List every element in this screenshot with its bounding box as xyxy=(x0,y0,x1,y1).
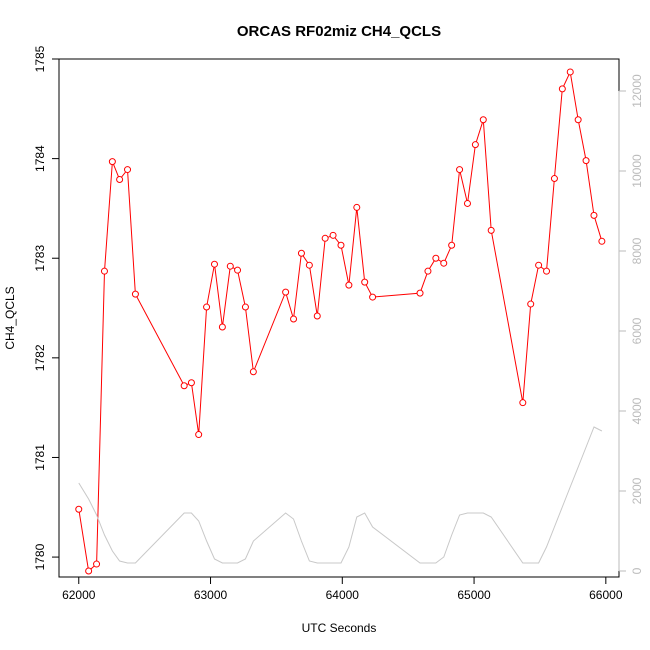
y-tick-label-left: 1784 xyxy=(33,145,47,172)
plot-frame xyxy=(58,58,620,578)
data-point xyxy=(543,267,551,275)
data-point xyxy=(187,379,195,387)
y-tick-label-right: 6000 xyxy=(630,317,644,344)
data-point xyxy=(416,289,424,297)
data-point xyxy=(519,399,527,407)
y-tick-label-right: 2000 xyxy=(630,477,644,504)
series-layer xyxy=(75,68,606,575)
data-point xyxy=(210,260,218,268)
y-tick-label-right: 8000 xyxy=(630,237,644,264)
data-point xyxy=(321,234,329,242)
y-tick-label-left: 1780 xyxy=(33,543,47,570)
data-point xyxy=(297,249,305,257)
y-axis-right: 0 2000 4000 6000 8000 10000 12000 xyxy=(618,74,644,574)
data-point xyxy=(116,176,124,184)
x-tick-label: 66000 xyxy=(589,588,623,602)
y-axis-left: 1780 1781 1782 1783 1784 1785 xyxy=(33,45,60,570)
data-point xyxy=(448,241,456,249)
data-point xyxy=(305,261,313,269)
data-point xyxy=(124,166,132,174)
data-point xyxy=(195,431,203,439)
data-point xyxy=(574,116,582,124)
data-point xyxy=(290,315,298,323)
data-point xyxy=(203,303,211,311)
data-point xyxy=(282,288,290,296)
data-point xyxy=(550,175,558,183)
data-point xyxy=(218,323,226,331)
data-point xyxy=(463,199,471,207)
data-point xyxy=(226,262,234,270)
y-tick-label-left: 1782 xyxy=(33,344,47,371)
data-point xyxy=(361,278,369,286)
data-point xyxy=(93,560,101,568)
data-point xyxy=(369,293,377,301)
data-point xyxy=(313,312,321,320)
data-point xyxy=(234,266,242,274)
x-axis: 62000 63000 64000 65000 66000 xyxy=(62,576,623,602)
data-point xyxy=(566,68,574,76)
data-point xyxy=(180,382,188,390)
data-point xyxy=(535,261,543,269)
data-point xyxy=(337,241,345,249)
x-tick-label: 64000 xyxy=(326,588,360,602)
x-tick-label: 62000 xyxy=(62,588,96,602)
x-tick-label: 63000 xyxy=(194,588,228,602)
y-tick-label-right: 12000 xyxy=(630,74,644,108)
data-point xyxy=(582,157,590,165)
y-tick-label-right: 4000 xyxy=(630,397,644,424)
data-point xyxy=(479,116,487,124)
data-point xyxy=(471,141,479,149)
y-tick-label-right: 10000 xyxy=(630,154,644,188)
data-point xyxy=(432,254,440,262)
data-point xyxy=(527,300,535,308)
data-point xyxy=(100,267,108,275)
data-point xyxy=(75,505,83,513)
y-tick-label-left: 1785 xyxy=(33,45,47,72)
series-left-line xyxy=(78,70,603,572)
y-axis-label: CH4_QCLS xyxy=(3,286,17,349)
data-point xyxy=(424,267,432,275)
data-point xyxy=(558,85,566,93)
y-tick-label-right: 0 xyxy=(630,567,644,574)
data-point xyxy=(345,281,353,289)
data-point xyxy=(329,231,337,239)
data-point xyxy=(590,211,598,219)
data-point xyxy=(85,567,93,575)
chart-title: ORCAS RF02miz CH4_QCLS xyxy=(237,23,441,40)
data-point xyxy=(353,203,361,211)
data-point xyxy=(487,226,495,234)
x-tick-label: 65000 xyxy=(457,588,491,602)
x-axis-label: UTC Seconds xyxy=(302,621,377,635)
data-point xyxy=(131,290,139,298)
data-point xyxy=(241,303,249,311)
y-tick-label-left: 1783 xyxy=(33,245,47,272)
data-point xyxy=(440,259,448,267)
data-point xyxy=(598,237,606,245)
series-right-line xyxy=(78,426,603,564)
data-point xyxy=(456,166,464,174)
y-tick-label-left: 1781 xyxy=(33,444,47,471)
data-point xyxy=(249,368,257,376)
data-point xyxy=(108,158,116,166)
